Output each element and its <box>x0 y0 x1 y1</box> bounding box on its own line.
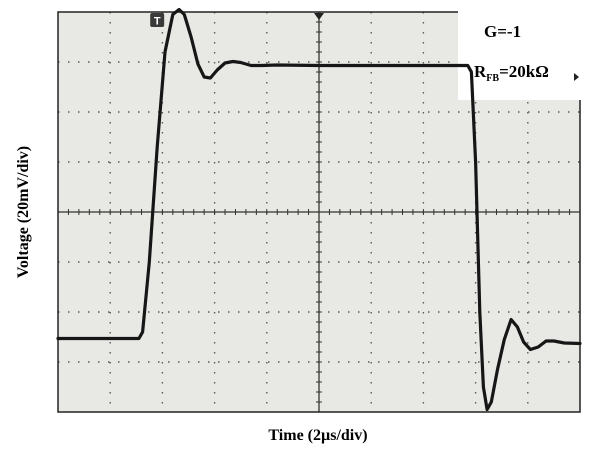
trigger-badge-label: T <box>154 16 161 28</box>
annotation-box <box>458 8 585 100</box>
trigger-level-marker <box>574 73 579 81</box>
gain-annotation: G=-1 <box>484 22 522 41</box>
rfb-subscript: FB <box>486 73 500 84</box>
rfb-main-label: R <box>474 62 487 81</box>
scope-border <box>57 11 581 413</box>
rfb-annotation: RFB=20kΩ <box>474 62 549 84</box>
y-axis-label: Voltage (20mV/div) <box>15 145 32 279</box>
trigger-badge <box>150 13 165 27</box>
trigger-position-marker <box>314 13 324 20</box>
x-axis-label: Time (2µs/div) <box>268 427 368 444</box>
waveform-trace <box>56 7 582 412</box>
rfb-value: =20kΩ <box>499 62 549 81</box>
